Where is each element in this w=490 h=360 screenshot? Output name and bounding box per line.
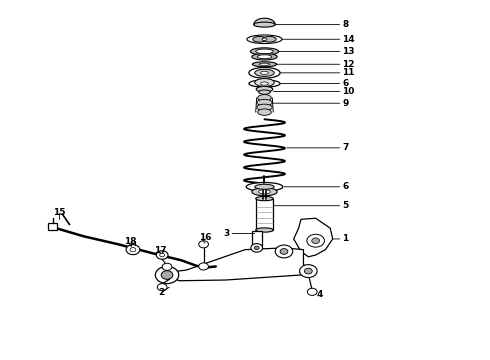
Circle shape xyxy=(157,284,167,291)
Text: 14: 14 xyxy=(282,35,355,44)
Text: 11: 11 xyxy=(281,68,355,77)
Ellipse shape xyxy=(252,188,277,196)
Polygon shape xyxy=(170,248,311,281)
Ellipse shape xyxy=(258,109,271,115)
Text: 9: 9 xyxy=(272,99,349,108)
Text: 16: 16 xyxy=(199,233,211,242)
Ellipse shape xyxy=(254,22,275,27)
Ellipse shape xyxy=(250,48,279,55)
Circle shape xyxy=(307,234,324,247)
Ellipse shape xyxy=(257,99,272,106)
Text: 6: 6 xyxy=(281,79,349,88)
Circle shape xyxy=(307,288,317,296)
Circle shape xyxy=(161,271,173,279)
Circle shape xyxy=(160,253,165,257)
Text: 4: 4 xyxy=(316,290,322,299)
Text: 1: 1 xyxy=(333,234,349,243)
Text: 7: 7 xyxy=(287,143,349,152)
Circle shape xyxy=(199,263,208,270)
Text: 15: 15 xyxy=(53,208,66,217)
Ellipse shape xyxy=(255,78,274,86)
Circle shape xyxy=(156,251,168,259)
Ellipse shape xyxy=(249,67,280,78)
Circle shape xyxy=(126,245,140,255)
Bar xyxy=(48,223,57,230)
Polygon shape xyxy=(294,218,333,257)
Polygon shape xyxy=(254,18,275,24)
Text: 18: 18 xyxy=(124,237,137,246)
Ellipse shape xyxy=(253,36,267,42)
Ellipse shape xyxy=(247,35,282,44)
Circle shape xyxy=(280,249,288,254)
Ellipse shape xyxy=(246,183,283,191)
Text: 17: 17 xyxy=(154,246,167,255)
Ellipse shape xyxy=(255,69,274,76)
Circle shape xyxy=(162,263,172,270)
Ellipse shape xyxy=(258,95,271,101)
Ellipse shape xyxy=(259,90,270,94)
Ellipse shape xyxy=(256,197,273,201)
Ellipse shape xyxy=(249,80,280,87)
Ellipse shape xyxy=(256,228,273,232)
Circle shape xyxy=(304,268,312,274)
Ellipse shape xyxy=(255,184,274,189)
Bar xyxy=(256,199,273,230)
Circle shape xyxy=(130,248,136,252)
Ellipse shape xyxy=(263,36,276,42)
Ellipse shape xyxy=(259,190,270,194)
Ellipse shape xyxy=(252,54,277,60)
Text: 5: 5 xyxy=(274,201,349,210)
Ellipse shape xyxy=(257,55,272,59)
Circle shape xyxy=(251,244,263,252)
Ellipse shape xyxy=(259,63,270,65)
Ellipse shape xyxy=(261,82,269,85)
Circle shape xyxy=(199,241,208,248)
Circle shape xyxy=(299,265,317,278)
Ellipse shape xyxy=(257,104,272,111)
Ellipse shape xyxy=(261,71,269,75)
Text: 6: 6 xyxy=(284,182,349,191)
Text: 12: 12 xyxy=(277,60,355,69)
Text: 8: 8 xyxy=(275,20,349,29)
Text: 2: 2 xyxy=(158,288,165,297)
Ellipse shape xyxy=(252,62,277,67)
Text: 13: 13 xyxy=(279,47,355,56)
Bar xyxy=(252,231,262,246)
Circle shape xyxy=(155,266,179,284)
Text: 10: 10 xyxy=(273,87,355,96)
Circle shape xyxy=(275,245,293,258)
Ellipse shape xyxy=(256,86,273,92)
Ellipse shape xyxy=(262,38,267,41)
Circle shape xyxy=(254,246,259,249)
Ellipse shape xyxy=(256,49,273,54)
Text: 3: 3 xyxy=(223,229,255,238)
Circle shape xyxy=(312,238,319,244)
